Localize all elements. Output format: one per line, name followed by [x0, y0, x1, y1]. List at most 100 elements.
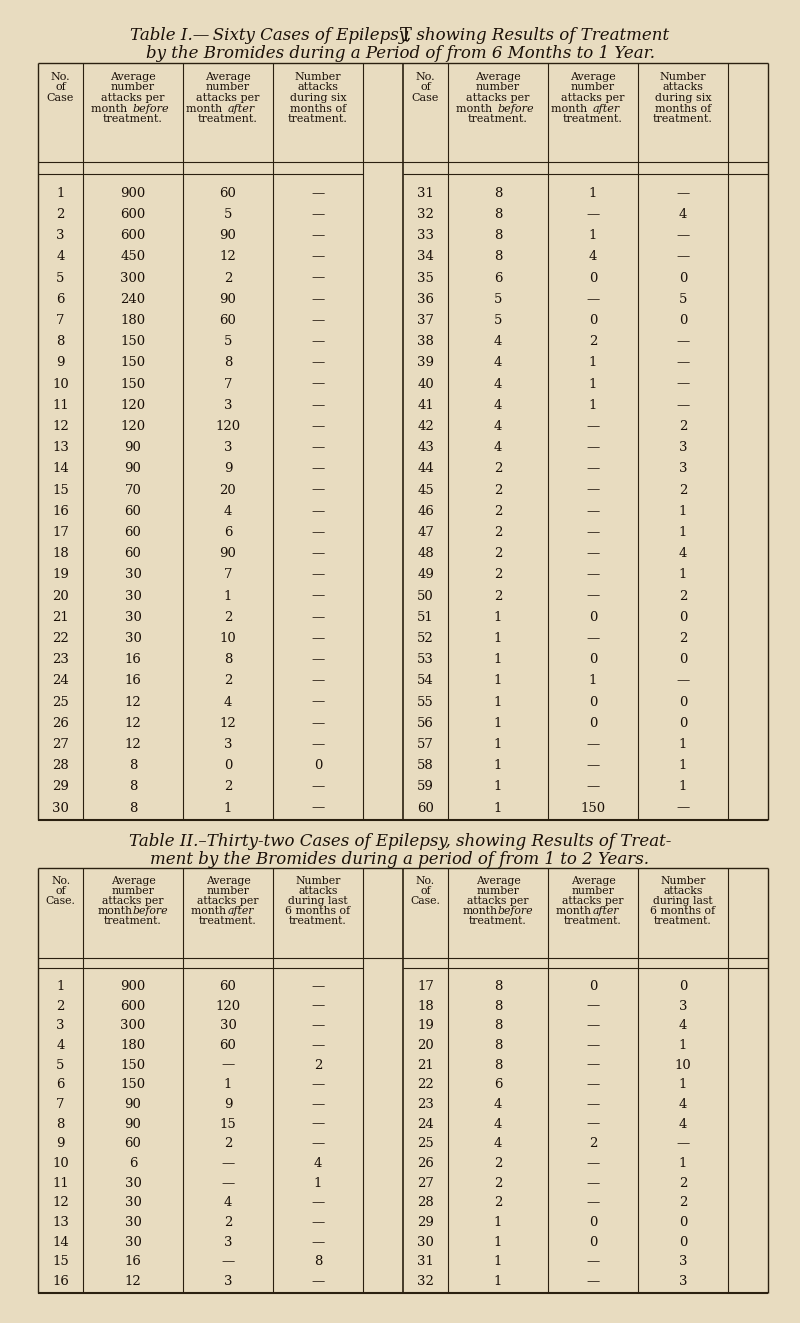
Text: month: month	[556, 906, 593, 916]
Text: after: after	[593, 103, 620, 114]
Text: 9: 9	[56, 356, 65, 369]
Text: 31: 31	[417, 1256, 434, 1269]
Text: 18: 18	[52, 548, 69, 560]
Text: —: —	[311, 187, 325, 200]
Text: 2: 2	[224, 675, 232, 688]
Text: —: —	[586, 999, 600, 1012]
Text: 1: 1	[224, 802, 232, 815]
Text: 2: 2	[494, 483, 502, 496]
Text: 50: 50	[417, 590, 434, 602]
Text: attacks per: attacks per	[102, 896, 164, 906]
Text: 4: 4	[494, 1098, 502, 1111]
Text: 26: 26	[417, 1158, 434, 1170]
Text: 30: 30	[125, 632, 142, 644]
Text: 2: 2	[679, 590, 687, 602]
Text: —: —	[311, 250, 325, 263]
Text: 1: 1	[224, 590, 232, 602]
Text: 19: 19	[417, 1019, 434, 1032]
Text: 0: 0	[679, 314, 687, 327]
Text: 0: 0	[589, 271, 597, 284]
Text: 36: 36	[417, 292, 434, 306]
Text: treatment.: treatment.	[653, 114, 713, 124]
Text: month: month	[186, 103, 228, 114]
Text: 60: 60	[125, 504, 142, 517]
Text: 1: 1	[224, 1078, 232, 1091]
Text: 4: 4	[494, 377, 502, 390]
Text: 54: 54	[417, 675, 434, 688]
Text: 8: 8	[494, 208, 502, 221]
Text: —: —	[311, 802, 325, 815]
Text: —: —	[586, 1019, 600, 1032]
Text: 12: 12	[52, 419, 69, 433]
Text: Case.: Case.	[46, 896, 75, 906]
Text: 30: 30	[125, 569, 142, 581]
Text: 240: 240	[121, 292, 146, 306]
Text: months of: months of	[290, 103, 346, 114]
Text: 12: 12	[220, 717, 236, 730]
Text: 1: 1	[494, 1216, 502, 1229]
Text: 1: 1	[494, 738, 502, 751]
Text: 1: 1	[494, 1236, 502, 1249]
Text: 10: 10	[52, 377, 69, 390]
Text: 52: 52	[417, 632, 434, 644]
Text: 7: 7	[56, 1098, 65, 1111]
Text: —: —	[586, 504, 600, 517]
Text: —: —	[311, 292, 325, 306]
Text: —: —	[311, 1236, 325, 1249]
Text: 90: 90	[125, 1118, 142, 1131]
Text: 2: 2	[494, 1158, 502, 1170]
Text: 4: 4	[679, 1118, 687, 1131]
Text: 13: 13	[52, 441, 69, 454]
Text: —: —	[311, 717, 325, 730]
Text: 150: 150	[121, 335, 146, 348]
Text: 49: 49	[417, 569, 434, 581]
Text: treatment.: treatment.	[288, 114, 348, 124]
Text: —: —	[222, 1176, 234, 1189]
Text: month: month	[551, 103, 593, 114]
Text: 4: 4	[224, 1196, 232, 1209]
Text: 4: 4	[679, 548, 687, 560]
Text: 10: 10	[52, 1158, 69, 1170]
Text: —: —	[586, 781, 600, 794]
Text: 15: 15	[52, 483, 69, 496]
Text: Table I.— Sixty Cases of Epilepsy, showing Results of Treatment: Table I.— Sixty Cases of Epilepsy, showi…	[130, 26, 670, 44]
Text: —: —	[311, 654, 325, 665]
Text: 30: 30	[125, 1196, 142, 1209]
Text: 30: 30	[125, 1236, 142, 1249]
Text: 59: 59	[417, 781, 434, 794]
Text: Case: Case	[47, 93, 74, 103]
Text: 30: 30	[125, 590, 142, 602]
Text: 25: 25	[52, 696, 69, 709]
Text: 2: 2	[494, 590, 502, 602]
Text: 8: 8	[129, 781, 137, 794]
Text: 4: 4	[589, 250, 597, 263]
Text: 4: 4	[679, 1019, 687, 1032]
Text: 8: 8	[129, 802, 137, 815]
Text: 4: 4	[494, 419, 502, 433]
Text: 60: 60	[417, 802, 434, 815]
Text: —: —	[311, 1216, 325, 1229]
Text: 21: 21	[417, 1058, 434, 1072]
Text: —: —	[311, 271, 325, 284]
Text: 29: 29	[52, 781, 69, 794]
Text: attacks per: attacks per	[102, 93, 165, 103]
Text: —: —	[586, 632, 600, 644]
Text: —: —	[676, 675, 690, 688]
Text: Number: Number	[294, 71, 342, 82]
Text: 29: 29	[417, 1216, 434, 1229]
Text: 8: 8	[494, 187, 502, 200]
Text: —: —	[586, 1098, 600, 1111]
Text: 1: 1	[589, 398, 597, 411]
Text: 6 months of: 6 months of	[286, 906, 350, 916]
Text: 15: 15	[52, 1256, 69, 1269]
Text: of: of	[420, 82, 431, 93]
Text: 60: 60	[219, 980, 237, 992]
Text: 1: 1	[679, 1039, 687, 1052]
Text: 0: 0	[589, 654, 597, 665]
Text: 150: 150	[121, 377, 146, 390]
Text: 24: 24	[417, 1118, 434, 1131]
Text: Average: Average	[475, 71, 521, 82]
Text: Average: Average	[110, 71, 156, 82]
Text: Average: Average	[110, 876, 155, 886]
Text: month: month	[98, 906, 133, 916]
